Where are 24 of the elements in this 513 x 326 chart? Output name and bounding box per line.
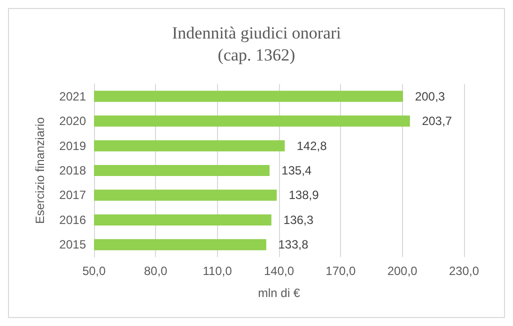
data-label: 203,7 [422, 114, 452, 128]
x-tick-label: 140,0 [264, 264, 294, 278]
y-tick-label: 2015 [59, 238, 86, 252]
data-label: 200,3 [414, 89, 446, 104]
y-tick-label: 2019 [59, 138, 86, 153]
data-label: 133,8 [278, 238, 309, 252]
x-tick-label: 200,0 [387, 264, 418, 278]
x-tick-label: 170,0 [326, 264, 356, 278]
data-label: 142,8 [296, 138, 328, 153]
y-tick-label: 2017 [59, 188, 86, 202]
y-tick-label: 2018 [59, 164, 86, 178]
x-axis-title: mln di € [258, 286, 300, 300]
y-tick-label: 2016 [59, 212, 86, 227]
x-tick-label: 50,0 [82, 264, 106, 278]
y-tick-label: 2021 [59, 89, 86, 104]
x-tick-label: 80,0 [144, 264, 168, 278]
data-label: 136,3 [283, 212, 314, 227]
x-tick-label: 230,0 [448, 264, 480, 278]
data-label: 135,4 [282, 164, 312, 178]
x-tick-label: 110,0 [202, 264, 232, 278]
y-tick-label: 2020 [59, 114, 86, 128]
data-label: 138,9 [288, 188, 320, 202]
chart-title: Indennità giudici onorari (cap. 1362) [172, 24, 342, 64]
y-axis-title: Esercizio finanziario [33, 116, 47, 224]
